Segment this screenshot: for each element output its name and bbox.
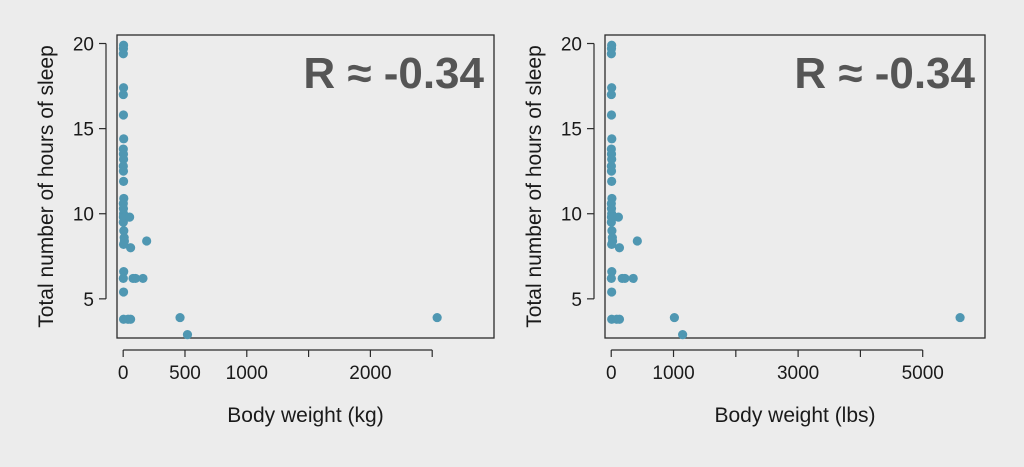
data-point [118,273,128,284]
data-point [620,273,630,284]
data-point [606,273,616,284]
data-point [182,329,193,340]
x-tick-label: 0 [606,363,617,384]
data-point [607,287,617,297]
data-point [125,212,135,222]
y-axis-title: Total number of hours of sleep [523,45,546,328]
data-point [607,267,617,277]
data-point [607,226,617,236]
data-point [432,312,442,323]
data-point [118,154,129,164]
data-point [119,267,129,277]
data-point [125,243,136,253]
x-axis-title: Body weight (kg) [227,404,383,427]
data-point [607,154,617,164]
x-tick-label: 5000 [902,363,944,384]
plot-frame [116,34,495,339]
data-point [118,166,129,176]
data-point [606,49,616,59]
y-tick-label: 15 [561,120,582,141]
data-point [130,273,141,284]
data-point [613,212,623,222]
x-tick-label: 1000 [226,363,268,384]
y-tick-label: 10 [73,205,94,226]
x-tick-label: 3000 [777,363,819,384]
data-point [175,312,185,323]
data-point [118,176,129,186]
scatter-panel-1: 0 500 1000 2000 5 10 15 20 Body weight (kg) Total… [35,34,495,427]
y-axis-title: Total number of hours of sleep [35,45,58,328]
correlation-annotation: R ≈ -0.34 [794,49,975,98]
y-tick-label: 5 [571,290,582,311]
data-point [606,89,616,100]
y-tick-label: 20 [561,35,582,56]
y-tick-label: 15 [73,120,94,141]
data-point [614,243,625,253]
data-point [142,236,152,246]
x-tick-label: 1000 [652,363,694,384]
data-point [118,110,129,120]
x-tick-label: 500 [169,363,201,384]
x-tick-label: 2000 [349,363,391,384]
y-tick-label: 20 [73,35,94,56]
data-point [118,83,129,93]
data-point [607,239,617,249]
data-point [125,314,136,324]
data-point [118,287,129,297]
data-point [118,239,129,249]
data-point [607,134,617,144]
data-point [628,273,638,284]
scatter-panel-2: 0 1000 3000 5000 5 10 15 20 Body weight (lbs) Tot… [523,34,986,427]
y-tick-label: 5 [83,290,94,311]
data-point [118,49,128,59]
data-point [607,83,617,93]
data-point [606,166,617,176]
data-point [955,312,965,323]
x-axis-title: Body weight (lbs) [714,404,875,427]
x-tick-label: 0 [118,363,129,384]
data-point [669,312,679,323]
data-point [607,176,617,186]
plot-frame [604,34,986,339]
data-point [119,226,129,236]
correlation-annotation: R ≈ -0.34 [303,49,484,98]
data-point [632,236,642,246]
data-point [678,329,688,340]
data-point [138,273,148,284]
data-point [606,110,617,120]
data-point [614,314,625,324]
data-point [119,134,129,144]
y-tick-label: 10 [561,205,582,226]
data-point [118,89,128,100]
